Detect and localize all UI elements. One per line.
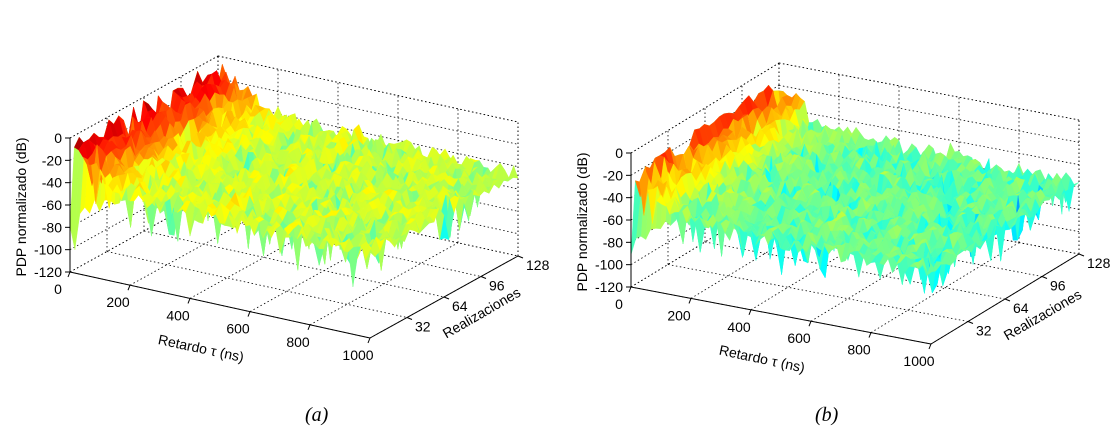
x-tick-mark: [748, 309, 752, 315]
grid-line: [778, 62, 1080, 121]
x-tick-mark: [367, 337, 371, 344]
surface-patch: [348, 246, 359, 287]
x-tick-mark: [688, 298, 692, 304]
x-tick-label: 600: [226, 321, 250, 337]
y-tick-mark: [480, 276, 487, 279]
x-tick-label: 1000: [342, 347, 373, 363]
z-tick-label: -100: [595, 257, 623, 273]
y-tick-label: 96: [1050, 278, 1066, 294]
z-tick-label: -40: [603, 190, 623, 206]
surface-plot-b: 0 200 400 600 800 1000 32 64 96 128 0 -20 -40 -60 -80 -…: [574, 62, 1111, 376]
grid-line: [309, 242, 459, 326]
surface-patch: [508, 165, 519, 179]
y-tick-label: 64: [1013, 300, 1029, 316]
x-axis-line: [630, 286, 932, 345]
surface-patch: [365, 249, 376, 261]
x-tick-mark: [127, 285, 131, 291]
surface-plot-a: 0 200 400 600 800 1000 32 64 96 128 0 -20 -40 -60 -80 -…: [13, 55, 550, 365]
z-tick-label: -20: [603, 167, 623, 183]
x-tick-label: 400: [166, 307, 190, 323]
z-axis-label: PDP normalizado (dB): [574, 152, 590, 291]
x-tick-mark: [628, 286, 632, 293]
z-tick-label: -100: [34, 242, 62, 258]
x-axis-label: Retardo τ (ns): [718, 342, 807, 376]
y-tick-label: 128: [1087, 255, 1111, 271]
x-tick-label: 800: [286, 334, 310, 350]
x-tick-mark: [928, 343, 932, 350]
z-tick-label: 0: [54, 130, 62, 146]
z-tick-label: -20: [42, 152, 62, 168]
x-tick-label: 0: [615, 296, 623, 312]
y-tick-label: 128: [526, 257, 550, 273]
x-tick-mark: [307, 324, 311, 330]
x-tick-label: 1000: [903, 353, 934, 369]
panel-label-a: (a): [305, 404, 329, 426]
grid-line: [778, 84, 1080, 143]
x-tick-mark: [868, 332, 872, 338]
x-tick-label: 0: [54, 281, 62, 297]
z-tick-label: -80: [603, 234, 623, 250]
z-tick-label: -40: [42, 175, 62, 191]
surface-mesh: [630, 84, 1080, 294]
grid-line: [630, 62, 780, 154]
y-tick-label: 96: [489, 278, 505, 294]
grid-line: [870, 242, 1020, 333]
x-tick-mark: [67, 271, 71, 278]
x-tick-mark: [808, 321, 812, 327]
x-tick-label: 200: [667, 307, 691, 323]
z-tick-label: -80: [42, 219, 62, 235]
x-tick-mark: [187, 298, 191, 304]
y-tick-mark: [517, 255, 524, 259]
z-tick-label: 0: [615, 145, 623, 161]
z-axis-label: PDP normalizado (dB): [13, 137, 29, 276]
y-tick-mark: [967, 321, 974, 324]
x-axis-line: [69, 271, 371, 339]
surface-patch: [995, 223, 1006, 262]
grid-line: [778, 107, 1080, 166]
y-tick-label: 64: [452, 298, 468, 314]
y-tick-mark: [1041, 276, 1048, 279]
x-tick-mark: [247, 311, 251, 317]
surface-patch: [926, 263, 937, 277]
y-tick-mark: [1004, 298, 1011, 302]
y-tick-mark: [443, 296, 450, 300]
x-tick-label: 600: [787, 330, 811, 346]
z-tick-label: -120: [595, 279, 623, 295]
y-tick-label: 32: [415, 319, 431, 335]
grid-line: [69, 55, 219, 139]
z-tick-label: -60: [603, 212, 623, 228]
y-tick-mark: [406, 317, 413, 320]
grid-line: [704, 241, 1006, 300]
z-tick-label: -60: [42, 197, 62, 213]
grid-line: [667, 264, 969, 322]
x-tick-label: 800: [847, 342, 871, 358]
y-tick-mark: [1078, 253, 1085, 257]
x-tick-label: 400: [727, 319, 751, 335]
surface-mesh: [69, 63, 519, 287]
z-tick-label: -120: [34, 264, 62, 280]
x-tick-label: 200: [106, 294, 130, 310]
y-tick-label: 32: [976, 323, 992, 339]
panel-label-b: (b): [815, 404, 839, 426]
